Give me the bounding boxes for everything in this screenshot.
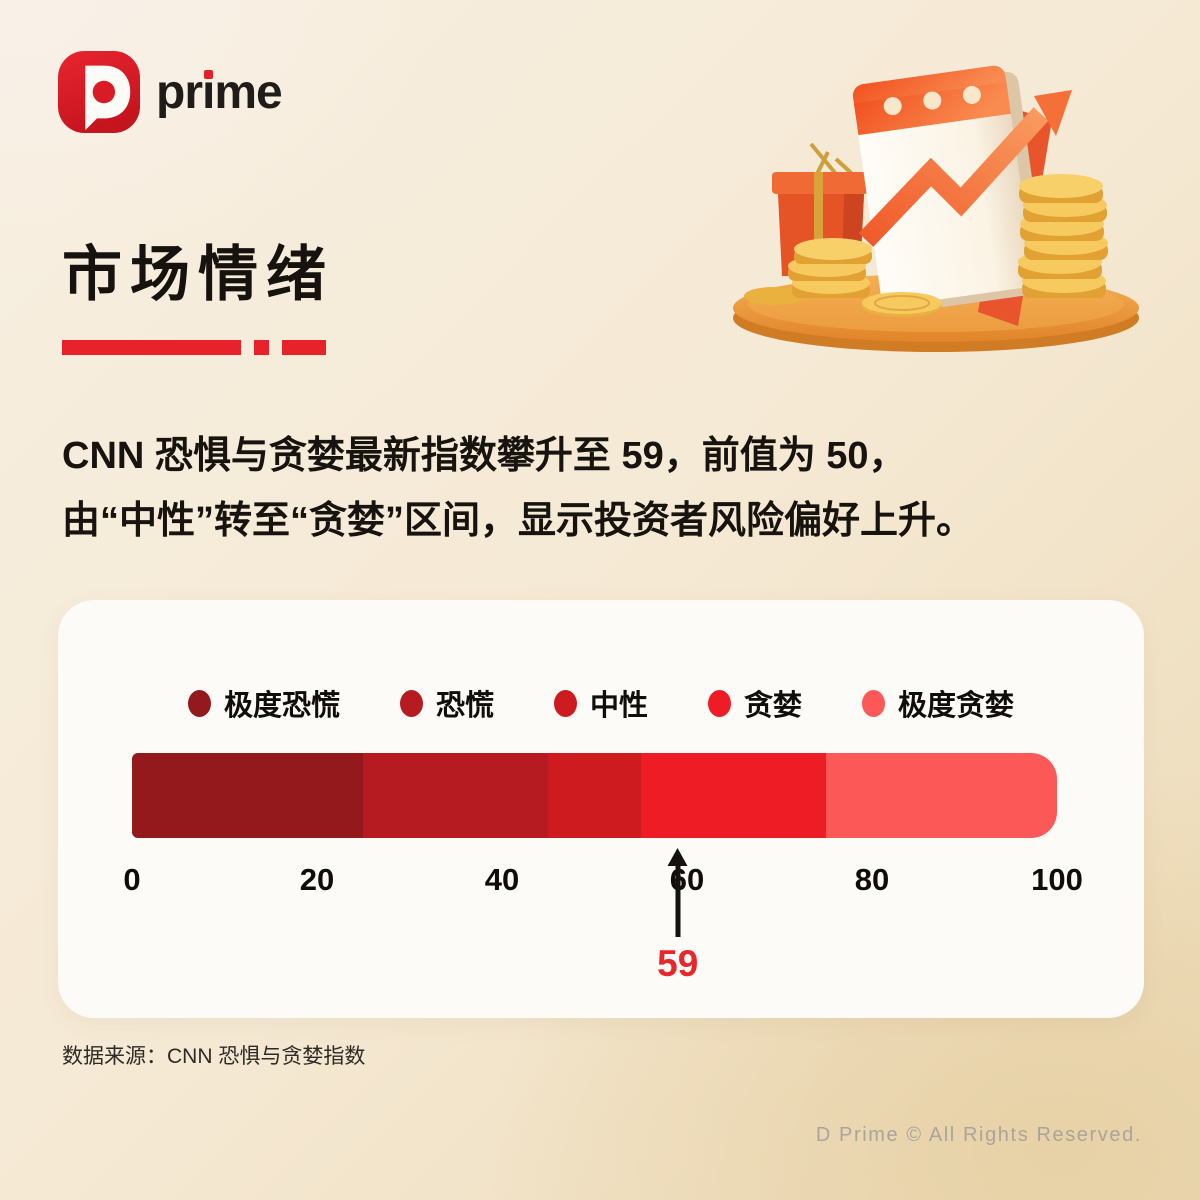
legend-item: 极度恐慌 xyxy=(187,682,340,724)
sentiment-chart-card: 极度恐慌 恐慌 中性 贪婪 极度贪婪 0 20 40 60 80 100 59 xyxy=(58,600,1144,1018)
legend-label: 中性 xyxy=(589,690,648,722)
coin-stack-right xyxy=(1018,174,1108,298)
brand-name-pre: pr xyxy=(156,65,203,119)
axis-tick-label: 80 xyxy=(854,862,890,897)
brand-logo: pr ı me xyxy=(58,50,283,134)
legend-dot-icon xyxy=(553,689,577,717)
value-marker-arrow-icon xyxy=(675,865,681,937)
sentiment-chart: 0 20 40 60 80 100 59 xyxy=(123,753,1083,1003)
bar-segment xyxy=(640,753,826,838)
legend-dot-icon xyxy=(187,689,211,717)
data-source-note: 数据来源：CNN 恐惧与贪婪指数 xyxy=(62,1045,366,1068)
summary-paragraph: CNN 恐惧与贪婪最新指数攀升至 59，前值为 50， 由“中性”转至“贪婪”区… xyxy=(62,424,1152,554)
axis-ticks: 0 20 40 60 80 100 xyxy=(123,838,1082,897)
bar-segment xyxy=(548,753,641,838)
calendar-coins-growth-illustration xyxy=(733,65,1139,352)
summary-line-2: 由“中性”转至“贪婪”区间，显示投资者风险偏好上升。 xyxy=(62,500,975,542)
legend-item: 中性 xyxy=(553,682,648,724)
legend-dot-icon xyxy=(708,689,731,717)
bar-segment xyxy=(825,753,1057,838)
legend-dot-icon xyxy=(399,689,423,717)
axis-tick-label: 20 xyxy=(299,862,335,897)
legend-item: 极度贪婪 xyxy=(862,682,1014,724)
bar-segment xyxy=(132,753,364,838)
title-underline xyxy=(62,340,326,355)
growth-arrow xyxy=(858,90,1072,247)
bar-segment xyxy=(363,753,549,838)
axis-tick-label: 0 xyxy=(123,862,141,897)
axis-tick-label: 100 xyxy=(1031,862,1083,897)
legend-label: 极度恐慌 xyxy=(223,690,340,722)
legend-item: 恐慌 xyxy=(399,682,494,724)
brand-name-post: me xyxy=(214,65,282,119)
brand-d-mark-icon xyxy=(58,51,140,133)
underline-bar-short xyxy=(282,340,326,355)
page-title: 市场情绪 xyxy=(62,241,334,308)
legend-label: 贪婪 xyxy=(744,690,803,722)
brand-name-i: ı xyxy=(202,65,215,119)
axis-tick-label: 40 xyxy=(484,862,520,897)
sentiment-bar xyxy=(132,753,1057,838)
summary-line-1: CNN 恐惧与贪婪最新指数攀升至 59，前值为 50， xyxy=(62,435,907,477)
underline-bar-long xyxy=(62,340,241,355)
legend-label: 恐慌 xyxy=(435,690,494,722)
brand-name: pr ı me xyxy=(156,65,283,120)
copyright-note: D Prime © All Rights Reserved. xyxy=(815,1124,1142,1146)
coin-stack-left xyxy=(744,238,942,317)
legend-label: 极度贪婪 xyxy=(898,690,1015,722)
underline-square xyxy=(254,340,269,355)
chart-legend: 极度恐慌 恐慌 中性 贪婪 极度贪婪 xyxy=(58,682,1144,724)
legend-item: 贪婪 xyxy=(708,682,802,724)
value-marker-label: 59 xyxy=(657,943,699,984)
legend-dot-icon xyxy=(862,689,886,717)
